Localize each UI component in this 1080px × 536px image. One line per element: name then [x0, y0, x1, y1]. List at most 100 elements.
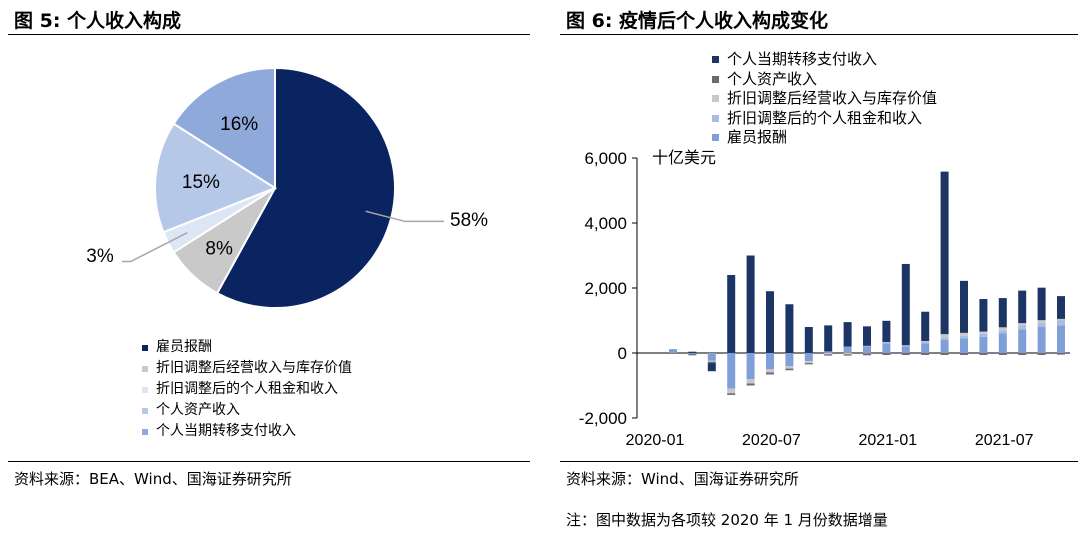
bar-segment	[1018, 329, 1027, 353]
bar-segment	[785, 353, 794, 366]
pie-leader-line	[365, 210, 444, 223]
left-title-rule	[8, 34, 530, 35]
bar-segment	[766, 353, 774, 370]
bar-segment	[669, 349, 677, 353]
bar-legend-label: 折旧调整后的个人租金和收入	[727, 108, 923, 127]
y-unit-label: 十亿美元	[652, 149, 716, 167]
bar-segment	[940, 171, 949, 335]
bar-segment	[940, 337, 949, 340]
bar-segment	[979, 333, 988, 337]
pie-legend: 雇员报酬 折旧调整后经营收入与库存价值 折旧调整后的个人租金和收入 个人资产收入…	[142, 337, 352, 442]
bar-segment	[766, 369, 774, 373]
pie-value-label: 58%	[450, 210, 488, 231]
right-source: 资料来源：Wind、国海证券研究所	[566, 470, 799, 488]
bar-segment	[824, 354, 833, 356]
x-tick-label: 2021-01	[858, 432, 917, 449]
pie-value-label: 8%	[205, 238, 233, 259]
y-tick-label: 4,000	[584, 214, 627, 233]
pie-legend-item: 雇员报酬	[142, 337, 352, 358]
bar-segment	[998, 353, 1007, 355]
left-bottom-rule	[8, 461, 530, 462]
bar-segment	[882, 320, 891, 342]
x-tick-label: 2020-07	[742, 432, 801, 449]
bar-segment	[843, 322, 852, 347]
bar-segment	[1057, 296, 1065, 319]
bar-legend-item: 折旧调整后的个人租金和收入	[712, 109, 937, 129]
bar-segment	[1018, 353, 1027, 355]
pie-value-label: 15%	[182, 172, 220, 193]
bar-segment	[727, 388, 736, 394]
pie-legend-label: 个人资产收入	[156, 402, 240, 418]
bar-legend-item: 个人当期转移支付收入	[712, 50, 937, 70]
bar-segment	[960, 353, 968, 355]
y-tick-label: 2,000	[584, 279, 627, 298]
bar-legend-item: 雇员报酬	[712, 128, 937, 148]
pie-slice	[172, 66, 276, 190]
bar-segment	[804, 353, 813, 362]
bar-segment	[1037, 322, 1046, 327]
bar-segment	[707, 353, 716, 361]
bar-segment	[746, 255, 755, 353]
bar-segment	[882, 341, 891, 344]
bar-segment	[785, 368, 794, 371]
bar-segment	[843, 354, 852, 356]
legend-swatch	[142, 407, 148, 414]
bar-legend-item: 个人资产收入	[712, 70, 937, 90]
bar-segment	[921, 343, 930, 353]
right-bottom-rule	[560, 461, 1078, 462]
y-tick-label: -2,000	[579, 409, 627, 428]
bar-segment	[804, 361, 813, 364]
bar-legend-label: 个人当期转移支付收入	[727, 50, 878, 69]
bar-segment	[746, 383, 755, 386]
bar-segment	[960, 332, 968, 336]
pie-value-label: 16%	[220, 114, 258, 135]
bar-segment	[960, 335, 968, 339]
pie-slice	[154, 122, 278, 234]
y-tick-label: 6,000	[584, 149, 627, 168]
legend-swatch	[712, 114, 719, 122]
bar-segment	[1057, 318, 1065, 321]
x-tick-label: 2020-01	[626, 432, 685, 449]
bar-segment	[707, 361, 716, 364]
bar-segment	[804, 327, 813, 353]
bar-segment	[1037, 320, 1046, 323]
bar-segment	[863, 346, 871, 353]
bar-segment	[960, 280, 968, 333]
bar-segment	[727, 275, 736, 353]
bar-segment	[921, 311, 930, 341]
bar-segment	[824, 325, 833, 352]
bar-segment	[921, 340, 930, 342]
pie-value-label: 3%	[86, 246, 114, 267]
bar-segment	[979, 353, 988, 355]
pie-legend-item: 个人当期转移支付收入	[142, 421, 352, 442]
bar-segment	[901, 263, 910, 346]
bar-segment	[998, 333, 1007, 353]
legend-swatch	[142, 386, 148, 393]
bar-segment	[727, 353, 736, 389]
bar-segment	[824, 353, 833, 355]
legend-swatch	[712, 134, 719, 142]
bar-segment	[688, 353, 697, 356]
legend-swatch	[712, 56, 719, 64]
bar-segment	[901, 345, 910, 347]
bar-segment	[1018, 290, 1027, 324]
bar-segment	[746, 353, 755, 379]
bar-legend-label: 个人资产收入	[727, 69, 818, 88]
pie-legend-label: 折旧调整后的个人租金和收入	[156, 381, 338, 397]
pie-legend-item: 折旧调整后的个人租金和收入	[142, 379, 352, 400]
right-chart-title: 图 6: 疫情后个人收入构成变化	[566, 10, 829, 32]
bar-segment	[882, 343, 891, 353]
bar-segment	[921, 341, 930, 344]
legend-swatch	[142, 428, 148, 435]
bar-segment	[1057, 320, 1065, 326]
bar-segment	[746, 379, 755, 384]
pie-legend-label: 个人当期转移支付收入	[156, 423, 296, 439]
bar-segment	[940, 334, 949, 338]
bar-segment	[979, 299, 988, 332]
bar-segment	[863, 326, 871, 346]
y-tick-label: 0	[618, 344, 627, 363]
bar-segment	[998, 327, 1007, 331]
bar-segment	[960, 338, 968, 353]
legend-swatch	[712, 75, 719, 83]
bar-legend-label: 雇员报酬	[727, 128, 788, 147]
